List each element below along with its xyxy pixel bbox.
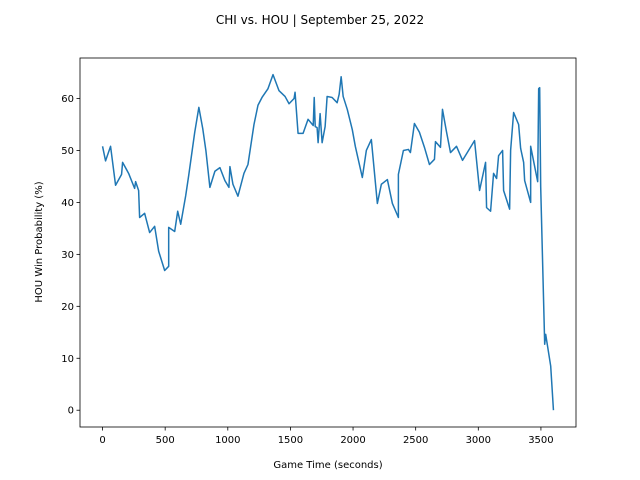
x-tick-label: 2500	[403, 435, 428, 446]
x-tick-label: 1500	[278, 435, 303, 446]
y-tick-label: 60	[61, 94, 74, 105]
y-tick-label: 30	[61, 250, 74, 261]
x-tick-label: 2000	[340, 435, 365, 446]
x-tick-label: 0	[99, 435, 105, 446]
x-tick-label: 3500	[528, 435, 553, 446]
y-tick-label: 10	[61, 354, 74, 365]
line	[101, 73, 555, 411]
y-tick-label: 40	[61, 198, 74, 209]
y-tick-label: 20	[61, 302, 74, 313]
y-axis-label: HOU Win Probability (%)	[34, 181, 45, 302]
y-tick-label: 50	[61, 146, 74, 157]
x-tick-label: 1000	[215, 435, 240, 446]
chart-title: CHI vs. HOU | September 25, 2022	[216, 13, 424, 27]
x-tick-label: 3000	[466, 435, 491, 446]
plot-frame	[79, 57, 577, 428]
y-tick-label: 0	[68, 406, 74, 417]
x-tick-label: 500	[156, 435, 175, 446]
x-axis-label: Game Time (seconds)	[273, 460, 382, 471]
